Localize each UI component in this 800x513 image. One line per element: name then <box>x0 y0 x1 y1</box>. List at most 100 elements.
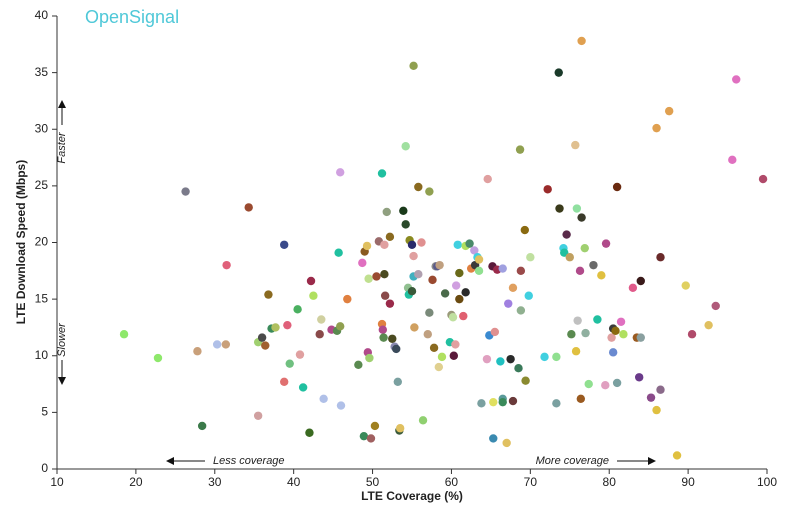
x-tick-label: 20 <box>129 475 143 489</box>
point <box>552 399 561 408</box>
point <box>293 305 302 314</box>
point <box>554 68 563 77</box>
point <box>197 421 207 431</box>
point <box>453 240 462 249</box>
point <box>520 225 530 235</box>
point <box>704 320 713 330</box>
point <box>496 357 505 366</box>
point <box>552 352 561 362</box>
point <box>628 283 638 292</box>
x-tick-label: 30 <box>208 475 222 489</box>
point <box>575 266 585 276</box>
point <box>616 317 626 326</box>
point <box>343 294 352 304</box>
point <box>672 451 682 460</box>
point <box>652 123 661 133</box>
x-tick-label: 80 <box>603 475 617 489</box>
point <box>261 341 270 350</box>
point <box>244 203 253 212</box>
point <box>362 241 372 251</box>
y-tick-label: 35 <box>35 65 49 79</box>
point <box>283 320 292 330</box>
point <box>635 373 644 382</box>
point <box>407 286 417 296</box>
point <box>378 325 388 334</box>
point <box>601 239 611 248</box>
point <box>506 354 515 364</box>
point <box>395 424 405 433</box>
point <box>336 322 345 331</box>
point <box>581 328 590 338</box>
point <box>379 333 388 342</box>
point <box>271 323 280 332</box>
point <box>401 220 410 229</box>
point <box>354 360 363 370</box>
point <box>448 313 458 322</box>
point <box>521 376 530 385</box>
y-tick-label: 25 <box>35 178 49 192</box>
point <box>597 271 606 280</box>
point <box>305 428 314 437</box>
point <box>470 246 479 255</box>
point <box>576 394 586 403</box>
point <box>612 182 622 192</box>
x-tick-label: 40 <box>287 475 301 489</box>
point <box>380 240 389 249</box>
point <box>153 353 163 363</box>
point <box>508 396 518 406</box>
point <box>636 276 645 286</box>
point <box>370 421 380 431</box>
point <box>425 187 434 196</box>
x-tick-label: 90 <box>681 475 695 489</box>
point <box>572 204 582 213</box>
point <box>317 315 326 324</box>
point <box>222 260 231 270</box>
point <box>309 291 318 300</box>
point <box>358 258 367 268</box>
point <box>264 290 273 299</box>
point <box>425 308 434 317</box>
point <box>253 411 263 420</box>
point <box>429 343 439 353</box>
point <box>428 275 437 285</box>
point <box>280 240 289 249</box>
point <box>732 75 741 84</box>
y-tick-label: 15 <box>35 291 49 305</box>
point <box>607 333 616 342</box>
point <box>758 174 768 184</box>
point <box>181 187 190 196</box>
point <box>584 379 593 389</box>
point <box>515 145 525 154</box>
y-tick-label: 30 <box>35 121 49 135</box>
x-tick-label: 50 <box>366 475 380 489</box>
point <box>656 253 665 262</box>
point <box>257 333 267 342</box>
x-axis-title: LTE Coverage (%) <box>361 489 463 503</box>
point <box>364 274 373 283</box>
point <box>589 260 598 270</box>
point <box>380 291 390 300</box>
point <box>409 251 418 261</box>
point <box>514 364 523 373</box>
point <box>619 330 628 339</box>
point <box>580 243 589 253</box>
point <box>414 270 423 279</box>
point <box>414 182 423 192</box>
point <box>567 330 576 339</box>
point <box>656 385 665 394</box>
point <box>437 352 447 362</box>
point <box>611 326 620 336</box>
point <box>540 352 549 362</box>
point <box>451 340 460 349</box>
point <box>498 397 507 407</box>
point <box>295 350 305 359</box>
point <box>681 281 690 290</box>
point <box>407 240 417 249</box>
point <box>608 348 618 357</box>
y-tick-label: 20 <box>35 235 49 249</box>
point <box>193 347 202 356</box>
point <box>646 393 656 402</box>
point <box>336 168 345 177</box>
point <box>380 270 389 279</box>
watermark: OpenSignal <box>85 7 179 27</box>
